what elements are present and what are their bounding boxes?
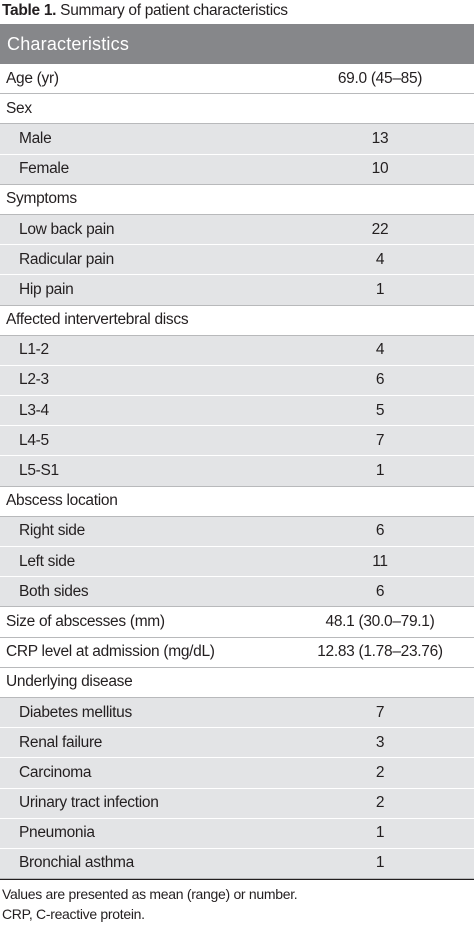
row-value: 3 bbox=[375, 733, 385, 751]
row-label: Carcinoma bbox=[19, 763, 92, 781]
row-label: CRP level at admission (mg/dL) bbox=[6, 643, 215, 661]
table-subrow: L3-4 5 bbox=[0, 396, 474, 427]
row-value: 48.1 (30.0–79.1) bbox=[325, 612, 435, 630]
row-value: 7 bbox=[375, 703, 385, 721]
table-subrow: Carcinoma 2 bbox=[0, 758, 474, 789]
table-subrow: Bronchial asthma 1 bbox=[0, 848, 474, 880]
table-subrow: L2-3 6 bbox=[0, 365, 474, 397]
table-subrow: Left side 11 bbox=[0, 547, 474, 578]
row-label: Hip pain bbox=[19, 280, 74, 298]
table-header: Characteristics bbox=[0, 24, 474, 64]
row-label: L5-S1 bbox=[19, 462, 59, 480]
table-subrow: L4-5 7 bbox=[0, 426, 474, 457]
table-subrow: Right side 6 bbox=[0, 516, 474, 547]
row-value: 12.83 (1.78–23.76) bbox=[317, 643, 443, 661]
row-value: 6 bbox=[375, 371, 385, 389]
row-label: L3-4 bbox=[19, 401, 49, 419]
footnote: CRP, C-reactive protein. bbox=[2, 906, 145, 923]
footnote: Values are presented as mean (range) or … bbox=[2, 886, 298, 903]
row-value: 6 bbox=[375, 522, 385, 540]
row-value: 22 bbox=[371, 220, 389, 238]
row-label: Urinary tract infection bbox=[19, 794, 159, 812]
row-label: Low back pain bbox=[19, 220, 115, 238]
row-label: L4-5 bbox=[19, 431, 49, 449]
row-label: Underlying disease bbox=[6, 673, 133, 691]
row-label: Pneumonia bbox=[19, 824, 95, 842]
table-row: Underlying disease bbox=[0, 668, 474, 698]
row-value: 6 bbox=[375, 582, 385, 600]
row-value: 2 bbox=[375, 794, 385, 812]
row-label: Both sides bbox=[19, 582, 89, 600]
row-value: 4 bbox=[375, 250, 385, 268]
row-label: Left side bbox=[19, 552, 75, 570]
table-row: Symptoms bbox=[0, 185, 474, 215]
row-value: 1 bbox=[375, 824, 385, 842]
patient-characteristics-table: Characteristics Age (yr) 69.0 (45–85) Sex M… bbox=[0, 24, 474, 881]
table-subrow: Female 10 bbox=[0, 154, 474, 185]
row-label: Renal failure bbox=[19, 733, 103, 751]
row-label: Radicular pain bbox=[19, 250, 114, 268]
table-subrow: Diabetes mellitus 7 bbox=[0, 697, 474, 729]
row-value: 5 bbox=[375, 401, 385, 419]
table-subrow: Radicular pain 4 bbox=[0, 245, 474, 276]
row-value: 10 bbox=[371, 160, 389, 178]
row-label: L1-2 bbox=[19, 341, 49, 359]
row-label: Age (yr) bbox=[6, 69, 59, 87]
row-value: 11 bbox=[372, 552, 388, 570]
table-footnotes: Values are presented as mean (range) or … bbox=[0, 880, 474, 924]
table-bottom-rule bbox=[0, 879, 474, 881]
row-value: 4 bbox=[375, 341, 385, 359]
table-row: Age (yr) 69.0 (45–85) bbox=[0, 64, 474, 95]
row-label: L2-3 bbox=[19, 371, 49, 389]
table-number: Table 1. bbox=[2, 2, 57, 19]
table-row: Affected intervertebral discs bbox=[0, 306, 474, 336]
table-subrow: Male 13 bbox=[0, 124, 474, 155]
table-subrow: Both sides 6 bbox=[0, 577, 474, 608]
row-label: Right side bbox=[19, 522, 85, 540]
row-label: Symptoms bbox=[6, 190, 77, 208]
row-label: Abscess location bbox=[6, 492, 118, 510]
row-label: Sex bbox=[6, 99, 32, 117]
table-row: Size of abscesses (mm) 48.1 (30.0–79.1) bbox=[0, 607, 474, 638]
row-value: 2 bbox=[375, 763, 385, 781]
table-subrow: Urinary tract infection 2 bbox=[0, 788, 474, 819]
row-value: 1 bbox=[375, 854, 385, 872]
table-title: Summary of patient characteristics bbox=[56, 2, 288, 19]
table-subrow: Low back pain 22 bbox=[0, 214, 474, 246]
table-row: Sex bbox=[0, 94, 474, 125]
row-label: Affected intervertebral discs bbox=[6, 311, 189, 329]
table-subrow: L5-S1 1 bbox=[0, 456, 474, 487]
table-subrow: Pneumonia 1 bbox=[0, 818, 474, 849]
row-value: 69.0 (45–85) bbox=[337, 69, 423, 87]
row-value: 13 bbox=[371, 129, 389, 147]
row-label: Male bbox=[19, 129, 52, 147]
row-label: Bronchial asthma bbox=[19, 854, 134, 872]
table-subrow: Hip pain 1 bbox=[0, 275, 474, 306]
table-body: Age (yr) 69.0 (45–85) Sex Male 13 Female 10 Sym… bbox=[0, 64, 474, 880]
table-subrow: Renal failure 3 bbox=[0, 728, 474, 759]
table-row: Abscess location bbox=[0, 487, 474, 517]
table-row: CRP level at admission (mg/dL) 12.83 (1.7… bbox=[0, 638, 474, 668]
table-subrow: L1-2 4 bbox=[0, 335, 474, 366]
row-label: Female bbox=[19, 160, 69, 178]
table-caption: Table 1. Summary of patient characterist… bbox=[0, 0, 474, 24]
row-label: Size of abscesses (mm) bbox=[6, 612, 165, 630]
row-value: 1 bbox=[375, 280, 385, 298]
row-value: 7 bbox=[375, 431, 385, 449]
row-value: 1 bbox=[375, 462, 385, 480]
row-label: Diabetes mellitus bbox=[19, 703, 132, 721]
